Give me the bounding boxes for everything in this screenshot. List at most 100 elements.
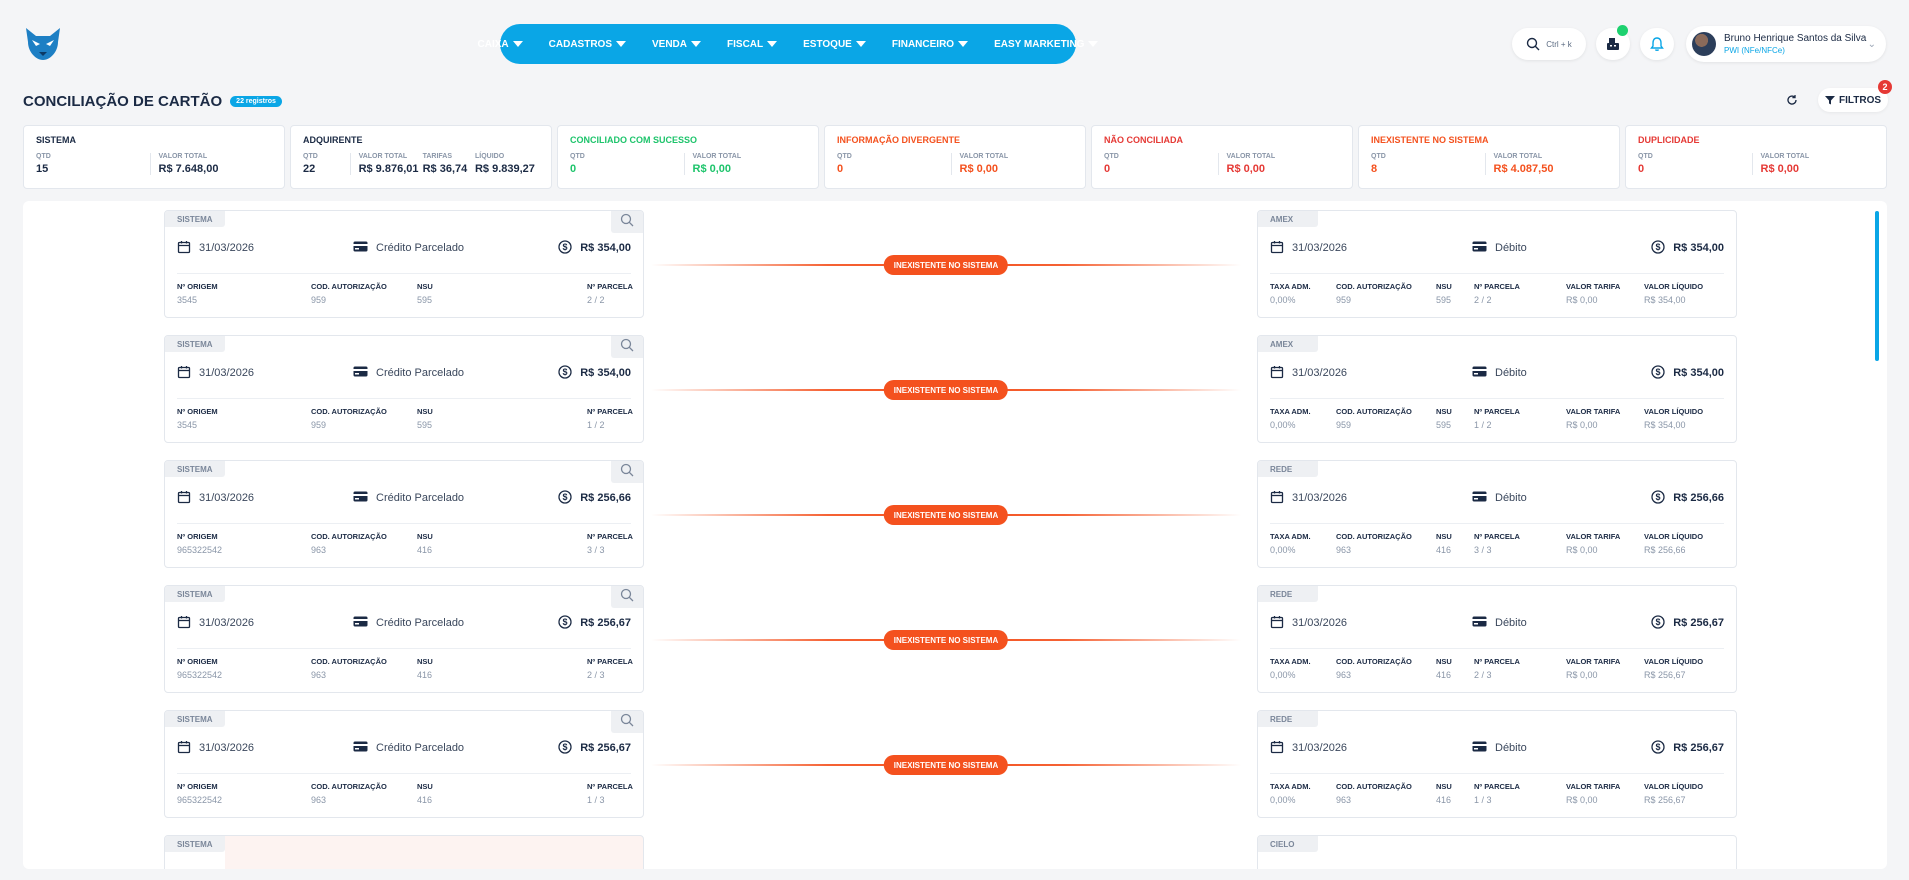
- left-transaction-card[interactable]: SISTEMA 31/03/2026 Crédito Parcelado $ R$ 25…: [164, 460, 644, 568]
- source-tag: REDE: [1258, 711, 1318, 727]
- transaction-date: 31/03/2026: [1292, 367, 1348, 379]
- summary-value: R$ 4.087,50: [1493, 163, 1554, 175]
- field-label: COD. AUTORIZAÇÃO: [311, 407, 387, 416]
- status-badge[interactable]: INEXISTENTE NO SISTEMA: [883, 755, 1009, 775]
- left-transaction-card[interactable]: SISTEMA: [164, 835, 644, 869]
- transaction-date: 31/03/2026: [1292, 242, 1348, 254]
- match-status-connector: INEXISTENTE NO SISTEMA: [651, 380, 1241, 400]
- summary-value: 22: [303, 163, 316, 175]
- status-badge[interactable]: INEXISTENTE NO SISTEMA: [883, 505, 1009, 525]
- field-label: Nº PARCELA: [587, 282, 633, 291]
- payment-type: Crédito Parcelado: [376, 367, 465, 379]
- caret-down-icon: [512, 41, 523, 47]
- filters-button[interactable]: FILTROS 2: [1818, 80, 1892, 112]
- search-icon: [620, 588, 634, 607]
- filters-count-badge: 2: [1878, 80, 1892, 94]
- match-status-connector: INEXISTENTE NO SISTEMA: [651, 755, 1241, 775]
- search-transaction-button[interactable]: [611, 586, 643, 608]
- caret-down-icon: [691, 41, 702, 47]
- status-badge[interactable]: INEXISTENTE NO SISTEMA: [883, 255, 1009, 275]
- left-transaction-card[interactable]: SISTEMA 31/03/2026 Crédito Parcelado $ R$ 35…: [164, 210, 644, 318]
- search-transaction-button[interactable]: [611, 336, 643, 358]
- field-value: 965322542: [177, 670, 223, 680]
- summary-card[interactable]: INFORMAÇÃO DIVERGENTE QTD 0 VALOR TOTAL R$ 0…: [824, 125, 1086, 189]
- left-transaction-card[interactable]: SISTEMA 31/03/2026 Crédito Parcelado $ R$ 25…: [164, 710, 644, 818]
- field-value: 416: [417, 795, 433, 805]
- credit-card-icon: [353, 241, 368, 255]
- field-value: 0,00%: [1270, 795, 1296, 805]
- nav-item-cadastros[interactable]: CADASTROS: [536, 39, 639, 50]
- field-value: R$ 0,00: [1566, 670, 1598, 680]
- cash-register-icon: [1607, 38, 1619, 50]
- page-title-text: CONCILIAÇÃO DE CARTÃO: [23, 93, 223, 110]
- right-transaction-card[interactable]: AMEX 31/03/2026 Débito $ R$ 354,00 TAXA ADM. 0…: [1257, 210, 1737, 318]
- search-icon: [620, 463, 634, 482]
- field-value: R$ 256,67: [1644, 670, 1686, 680]
- search-transaction-button[interactable]: [611, 461, 643, 483]
- nav-item-estoque[interactable]: ESTOQUE: [790, 39, 879, 50]
- transaction-amount: R$ 256,67: [580, 742, 631, 754]
- summary-value: 8: [1371, 163, 1378, 175]
- divider: [177, 273, 631, 274]
- summary-value: R$ 0,00: [1760, 163, 1800, 175]
- field-value: 3 / 3: [1474, 545, 1492, 555]
- field-value: 959: [1336, 420, 1352, 430]
- cash-register-button[interactable]: [1596, 25, 1630, 60]
- field-label: VALOR TARIFA: [1566, 532, 1621, 541]
- calendar-icon: [177, 365, 191, 382]
- field-label: NSU: [417, 657, 433, 666]
- field-label: VALOR LÍQUIDO: [1644, 407, 1704, 416]
- right-transaction-card[interactable]: REDE 31/03/2026 Débito $ R$ 256,67 TAXA ADM. 0…: [1257, 710, 1737, 818]
- avatar: [1692, 32, 1716, 56]
- nav-item-venda[interactable]: VENDA: [639, 39, 714, 50]
- left-transaction-card[interactable]: SISTEMA 31/03/2026 Crédito Parcelado $ R$ 35…: [164, 335, 644, 443]
- svg-text:$: $: [1656, 617, 1661, 627]
- search-transaction-button[interactable]: [611, 711, 643, 733]
- payment-type: Débito: [1495, 742, 1527, 754]
- right-transaction-card[interactable]: CIELO: [1257, 835, 1737, 869]
- summary-label: VALOR TOTAL: [1760, 153, 1810, 160]
- nav-item-financeiro[interactable]: FINANCEIRO: [879, 39, 981, 50]
- field-label: Nº PARCELA: [587, 782, 633, 791]
- svg-text:$: $: [563, 242, 568, 252]
- field-label: Nº PARCELA: [1474, 282, 1520, 291]
- summary-card[interactable]: DUPLICIDADE QTD 0 VALOR TOTAL R$ 0,00: [1625, 125, 1887, 189]
- app-logo[interactable]: [22, 26, 64, 62]
- summary-card[interactable]: INEXISTENTE NO SISTEMA QTD 8 VALOR TOTAL R$ …: [1358, 125, 1620, 189]
- field-value: R$ 0,00: [1566, 295, 1598, 305]
- field-value: 0,00%: [1270, 295, 1296, 305]
- right-transaction-card[interactable]: AMEX 31/03/2026 Débito $ R$ 354,00 TAXA ADM. 0…: [1257, 335, 1737, 443]
- status-badge[interactable]: INEXISTENTE NO SISTEMA: [883, 380, 1009, 400]
- payment-type: Crédito Parcelado: [376, 242, 465, 254]
- field-value: 963: [1336, 545, 1352, 555]
- nav-item-easy-marketing[interactable]: EASY MARKETING: [981, 39, 1111, 50]
- field-value: 416: [1436, 795, 1452, 805]
- search-button[interactable]: Ctrl + k: [1512, 28, 1586, 60]
- transaction-date: 31/03/2026: [199, 617, 255, 629]
- source-tag: REDE: [1258, 461, 1318, 477]
- refresh-button[interactable]: [1780, 88, 1804, 112]
- nav-item-caixa[interactable]: CAIXA: [465, 39, 536, 50]
- right-transaction-card[interactable]: REDE 31/03/2026 Débito $ R$ 256,67 TAXA ADM. 0…: [1257, 585, 1737, 693]
- field-label: COD. AUTORIZAÇÃO: [1336, 532, 1412, 541]
- field-value: 3545: [177, 420, 198, 430]
- summary-card[interactable]: CONCILIADO COM SUCESSO QTD 0 VALOR TOTAL R$ …: [557, 125, 819, 189]
- source-tag: SISTEMA: [165, 711, 225, 727]
- nav-item-fiscal[interactable]: FISCAL: [714, 39, 790, 50]
- summary-value: R$ 36,74: [422, 163, 468, 175]
- scrollbar[interactable]: [1875, 211, 1879, 361]
- field-value: 959: [311, 420, 327, 430]
- svg-text:$: $: [1656, 742, 1661, 752]
- right-transaction-card[interactable]: REDE 31/03/2026 Débito $ R$ 256,66 TAXA ADM. 0…: [1257, 460, 1737, 568]
- filter-icon: [1824, 96, 1835, 105]
- status-badge[interactable]: INEXISTENTE NO SISTEMA: [883, 630, 1009, 650]
- left-transaction-card[interactable]: SISTEMA 31/03/2026 Crédito Parcelado $ R$ 25…: [164, 585, 644, 693]
- user-menu[interactable]: Bruno Henrique Santos da Silva PWI (NFe/…: [1686, 26, 1886, 62]
- search-transaction-button[interactable]: [611, 211, 643, 233]
- summary-card[interactable]: ADQUIRENTE QTD 22 VALOR TOTAL R$ 9.876,01 TAR…: [290, 125, 552, 189]
- summary-card[interactable]: SISTEMA QTD 15 VALOR TOTAL R$ 7.648,00: [23, 125, 285, 189]
- field-label: VALOR LÍQUIDO: [1644, 782, 1704, 791]
- summary-card[interactable]: NÃO CONCILIADA QTD 0 VALOR TOTAL R$ 0,00: [1091, 125, 1353, 189]
- summary-value: R$ 0,00: [692, 163, 732, 175]
- notifications-button[interactable]: [1640, 28, 1674, 60]
